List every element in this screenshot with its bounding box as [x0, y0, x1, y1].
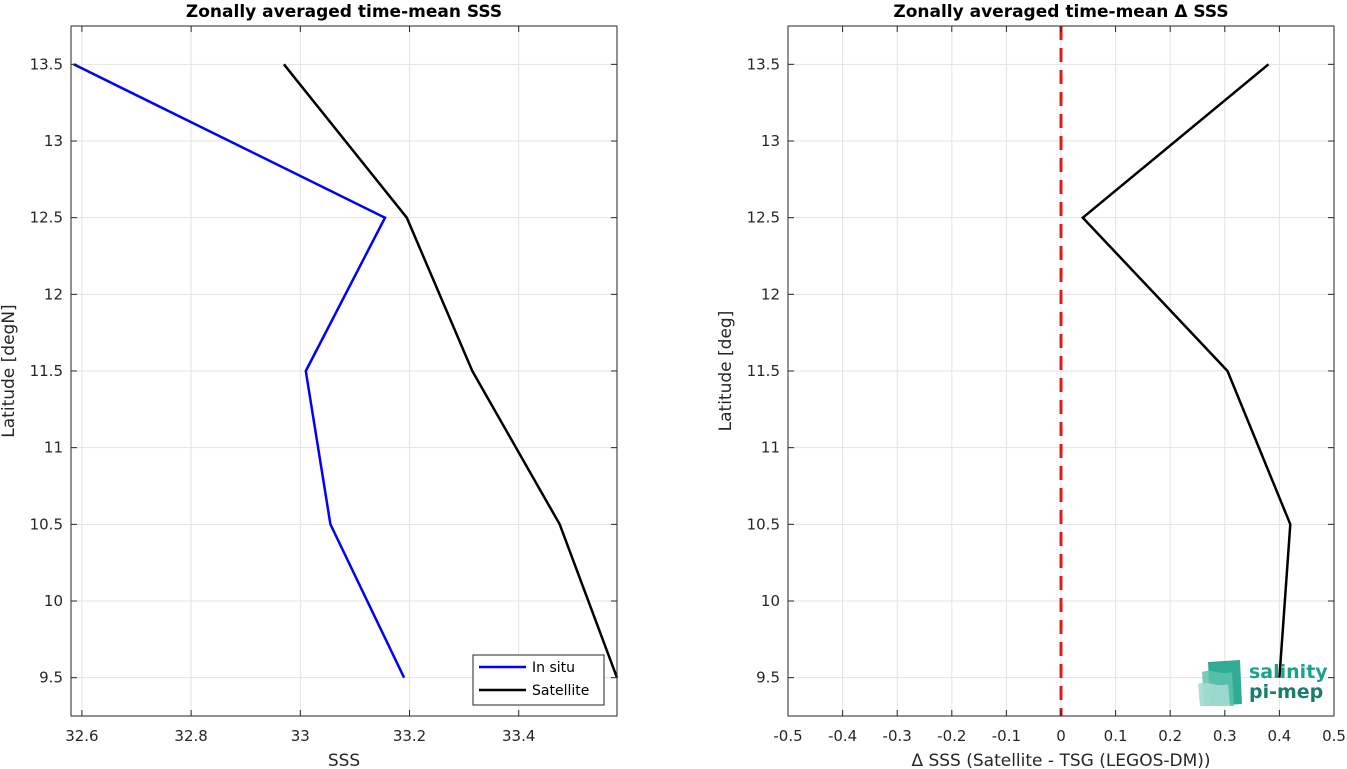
x-tick-label: -0.2: [937, 727, 966, 745]
waves-logo-icon: [1198, 660, 1242, 706]
y-tick-label: 9.5: [756, 669, 780, 687]
delta-sss-panel: -0.5 -0.4 -0.3 -0.2 -0.1 0 0.1 0.2 0.3 0.4 0.5 9.5…: [716, 2, 1346, 769]
y-tick-label: 12: [761, 285, 780, 303]
series-line-in-situ: [73, 63, 406, 679]
y-tick-label: 13.5: [747, 55, 780, 73]
y-tick-label: 11: [44, 439, 63, 457]
x-tick-label: 0.2: [1158, 727, 1182, 745]
x-tick-label: 32.8: [174, 727, 207, 745]
y-tick-label: 11: [761, 439, 780, 457]
sss-x-ticks: 32.6 32.8 33 33.2 33.4: [65, 26, 535, 745]
legend-label-in-situ: In situ: [532, 660, 575, 676]
delta-y-axis-label: Latitude [deg]: [716, 311, 736, 432]
sss-y-axis-label: Latitude [degN]: [0, 304, 19, 437]
sss-y-ticks: 9.5 10 10.5 11 11.5 12 12.5 13 13.5: [30, 55, 617, 687]
delta-series-lines: [1080, 63, 1292, 678]
sss-x-axis-label: SSS: [328, 751, 360, 769]
delta-x-ticks: -0.5 -0.4 -0.3 -0.2 -0.1 0 0.1 0.2 0.3 0.4 0.5: [773, 26, 1346, 745]
sss-panel: 32.6 32.8 33 33.2 33.4 9.5 10 10.5 11 11.5 12 12.5…: [0, 2, 619, 769]
x-tick-label: 0.3: [1213, 727, 1237, 745]
y-tick-label: 11.5: [747, 362, 780, 380]
x-tick-label: -0.3: [883, 727, 912, 745]
x-tick-label: 33.2: [393, 727, 426, 745]
sss-series-lines: [73, 63, 619, 679]
y-tick-label: 10.5: [747, 515, 780, 533]
y-tick-label: 12: [44, 285, 63, 303]
legend-label-satellite: Satellite: [532, 683, 589, 699]
sss-legend: In situ Satellite: [472, 654, 605, 706]
x-tick-label: -0.4: [828, 727, 857, 745]
delta-y-ticks: 9.5 10 10.5 11 11.5 12 12.5 13 13.5: [747, 55, 1334, 687]
legend-box: [472, 654, 605, 706]
y-tick-label: 13: [761, 132, 780, 150]
y-tick-label: 11.5: [30, 362, 63, 380]
delta-grid: [787, 26, 1335, 716]
x-tick-label: 0.1: [1104, 727, 1128, 745]
sss-chart-title: Zonally averaged time-mean SSS: [186, 2, 502, 22]
y-tick-label: 12.5: [747, 209, 780, 227]
y-tick-label: 13.5: [30, 55, 63, 73]
x-tick-label: 0.4: [1267, 727, 1291, 745]
x-tick-label: 33.4: [502, 727, 535, 745]
y-tick-label: 13: [44, 132, 63, 150]
x-tick-label: -0.1: [992, 727, 1021, 745]
delta-chart-title: Zonally averaged time-mean Δ SSS: [893, 2, 1228, 22]
y-tick-label: 10: [44, 592, 63, 610]
series-line-delta-sss: [1080, 63, 1292, 678]
series-line-satellite: [282, 63, 619, 679]
x-tick-label: 0.5: [1322, 727, 1346, 745]
x-tick-label: -0.5: [773, 727, 802, 745]
sss-grid: [71, 26, 617, 716]
x-tick-label: 32.6: [65, 727, 98, 745]
logo-line2: pi-mep: [1249, 681, 1323, 703]
y-tick-label: 10.5: [30, 515, 63, 533]
x-tick-label: 33: [291, 727, 310, 745]
x-tick-label: 0: [1056, 727, 1066, 745]
y-tick-label: 9.5: [39, 669, 63, 687]
logo-line1: salinity: [1249, 661, 1328, 683]
y-tick-label: 12.5: [30, 209, 63, 227]
y-tick-label: 10: [761, 592, 780, 610]
delta-x-axis-label: Δ SSS (Satellite - TSG (LEGOS-DM)): [911, 751, 1210, 769]
salinity-pi-mep-logo: salinity pi-mep: [1198, 660, 1328, 706]
